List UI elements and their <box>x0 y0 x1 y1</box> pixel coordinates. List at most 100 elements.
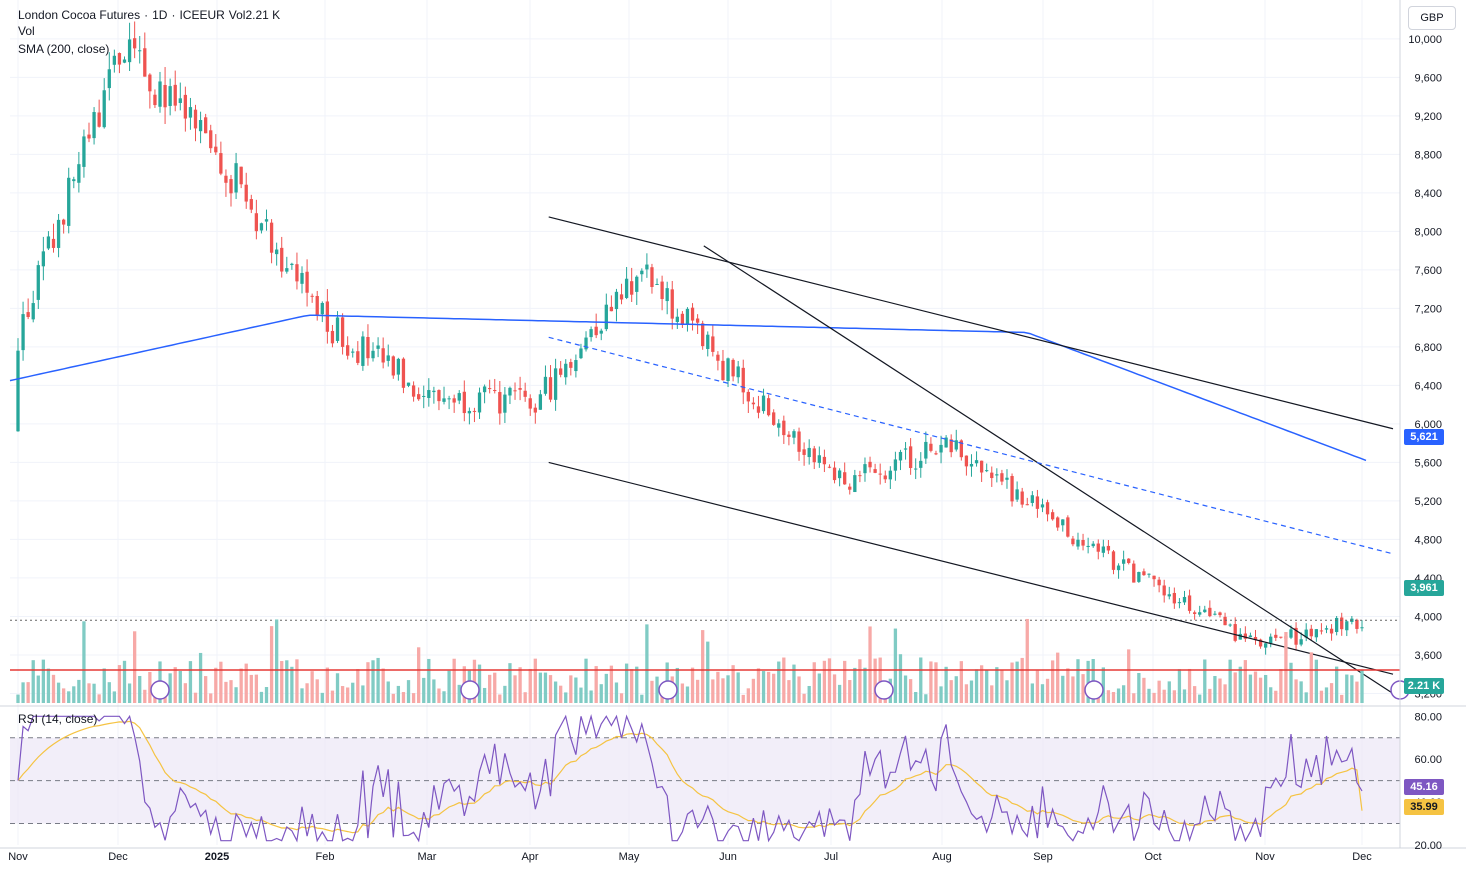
rsi-ma-badge: 35.99 <box>1404 799 1444 815</box>
candle-body <box>61 219 66 225</box>
volume-bar <box>112 691 117 703</box>
candle-body <box>1198 612 1202 615</box>
volume-bar <box>310 671 314 703</box>
volume-bar <box>1076 659 1080 703</box>
volume-bar <box>340 686 345 703</box>
candle-body <box>609 306 614 312</box>
candle-body <box>1056 517 1060 528</box>
candle-body <box>680 313 685 325</box>
volume-bar <box>498 694 502 703</box>
price-axis-tick: 5,200 <box>1414 496 1442 508</box>
candle-body <box>990 472 994 479</box>
candle-body <box>873 469 877 473</box>
volume-bar <box>1040 684 1045 703</box>
volume-bar <box>1289 662 1293 703</box>
candle-body <box>493 390 497 392</box>
candle-body <box>979 460 984 473</box>
sma-legend[interactable]: SMA (200, close) <box>18 42 110 56</box>
volume-bar <box>183 683 188 703</box>
volume-bar <box>1162 689 1166 703</box>
volume-bar <box>1213 676 1217 703</box>
volume-bar <box>1192 686 1197 703</box>
candle-body <box>883 475 887 480</box>
candle-body <box>427 390 431 398</box>
candle-body <box>422 395 426 397</box>
volume-bar <box>117 665 122 703</box>
volume-bar <box>1010 662 1014 703</box>
candle-body <box>1050 512 1055 520</box>
volume-bar <box>61 688 66 703</box>
volume-bar <box>371 660 375 703</box>
candle-body <box>756 406 761 413</box>
volume-bar <box>16 694 20 703</box>
candle-body <box>1045 502 1050 515</box>
candle-body <box>26 312 30 318</box>
volume-bar <box>1319 690 1324 703</box>
time-axis-label: Apr <box>521 851 538 863</box>
candle-body <box>153 94 157 106</box>
volume-bar <box>995 667 999 703</box>
volume-bar <box>1228 659 1232 703</box>
candle-body <box>264 219 269 222</box>
candle-body <box>954 440 958 450</box>
volume-bar <box>579 687 583 703</box>
rsi-axis-tick: 20.00 <box>1414 840 1442 852</box>
volume-bar <box>523 692 527 703</box>
volume-bar <box>1127 649 1131 703</box>
candle-body <box>888 470 892 480</box>
candle-body <box>280 247 284 272</box>
candle-body <box>467 410 472 414</box>
candle-body <box>97 112 101 127</box>
candle-body <box>1035 496 1040 509</box>
candle-body <box>964 455 969 467</box>
candle-body <box>726 358 730 382</box>
symbol-exchange: ICEEUR <box>179 8 225 22</box>
volume-bar <box>908 679 913 703</box>
candle-body <box>1152 575 1156 580</box>
volume-bar <box>214 667 218 703</box>
candle-body <box>1248 635 1253 638</box>
candle-body <box>1253 636 1258 641</box>
sma-value-badge: 5,621 <box>1404 429 1444 445</box>
candle-body <box>1223 616 1227 626</box>
vol-legend[interactable]: Vol <box>18 24 35 38</box>
volume-bar <box>1142 677 1146 703</box>
volume-bar <box>1025 618 1029 703</box>
volume-bar <box>1269 687 1273 703</box>
candle-body <box>1111 551 1116 570</box>
candle-body <box>188 107 193 118</box>
currency-button[interactable]: GBP <box>1408 6 1456 30</box>
volume-bar <box>848 680 852 703</box>
volume-bar <box>726 675 730 703</box>
volume-bar <box>295 659 299 703</box>
candle-body <box>716 354 720 361</box>
candle-body <box>1203 609 1207 613</box>
candle-body <box>56 219 61 248</box>
volume-bar <box>143 689 147 703</box>
candle-body <box>1137 572 1141 582</box>
candle-body <box>1147 573 1151 575</box>
candle-body <box>442 398 446 402</box>
volume-bar <box>275 619 279 703</box>
candle-body <box>330 330 335 344</box>
candle-body <box>787 434 791 437</box>
candle-body <box>437 390 441 402</box>
volume-bar <box>188 661 193 703</box>
candle-body <box>797 431 801 452</box>
candle-body <box>77 164 81 183</box>
candle-body <box>594 326 598 336</box>
candle-body <box>472 410 477 412</box>
candle-body <box>401 358 406 388</box>
volume-bar <box>746 688 750 703</box>
volume-bar <box>817 673 821 703</box>
candle-body <box>533 407 537 413</box>
candle-body <box>143 48 147 77</box>
candle-body <box>827 466 832 468</box>
candle-body <box>406 382 411 386</box>
volume-bar <box>168 673 172 703</box>
rsi-legend[interactable]: RSI (14, close) <box>18 712 98 726</box>
symbol-legend[interactable]: London Cocoa Futures · 1D · ICEEUR Vol2.21 K <box>18 8 281 22</box>
candle-body <box>690 307 695 321</box>
candle-body <box>1279 636 1283 638</box>
